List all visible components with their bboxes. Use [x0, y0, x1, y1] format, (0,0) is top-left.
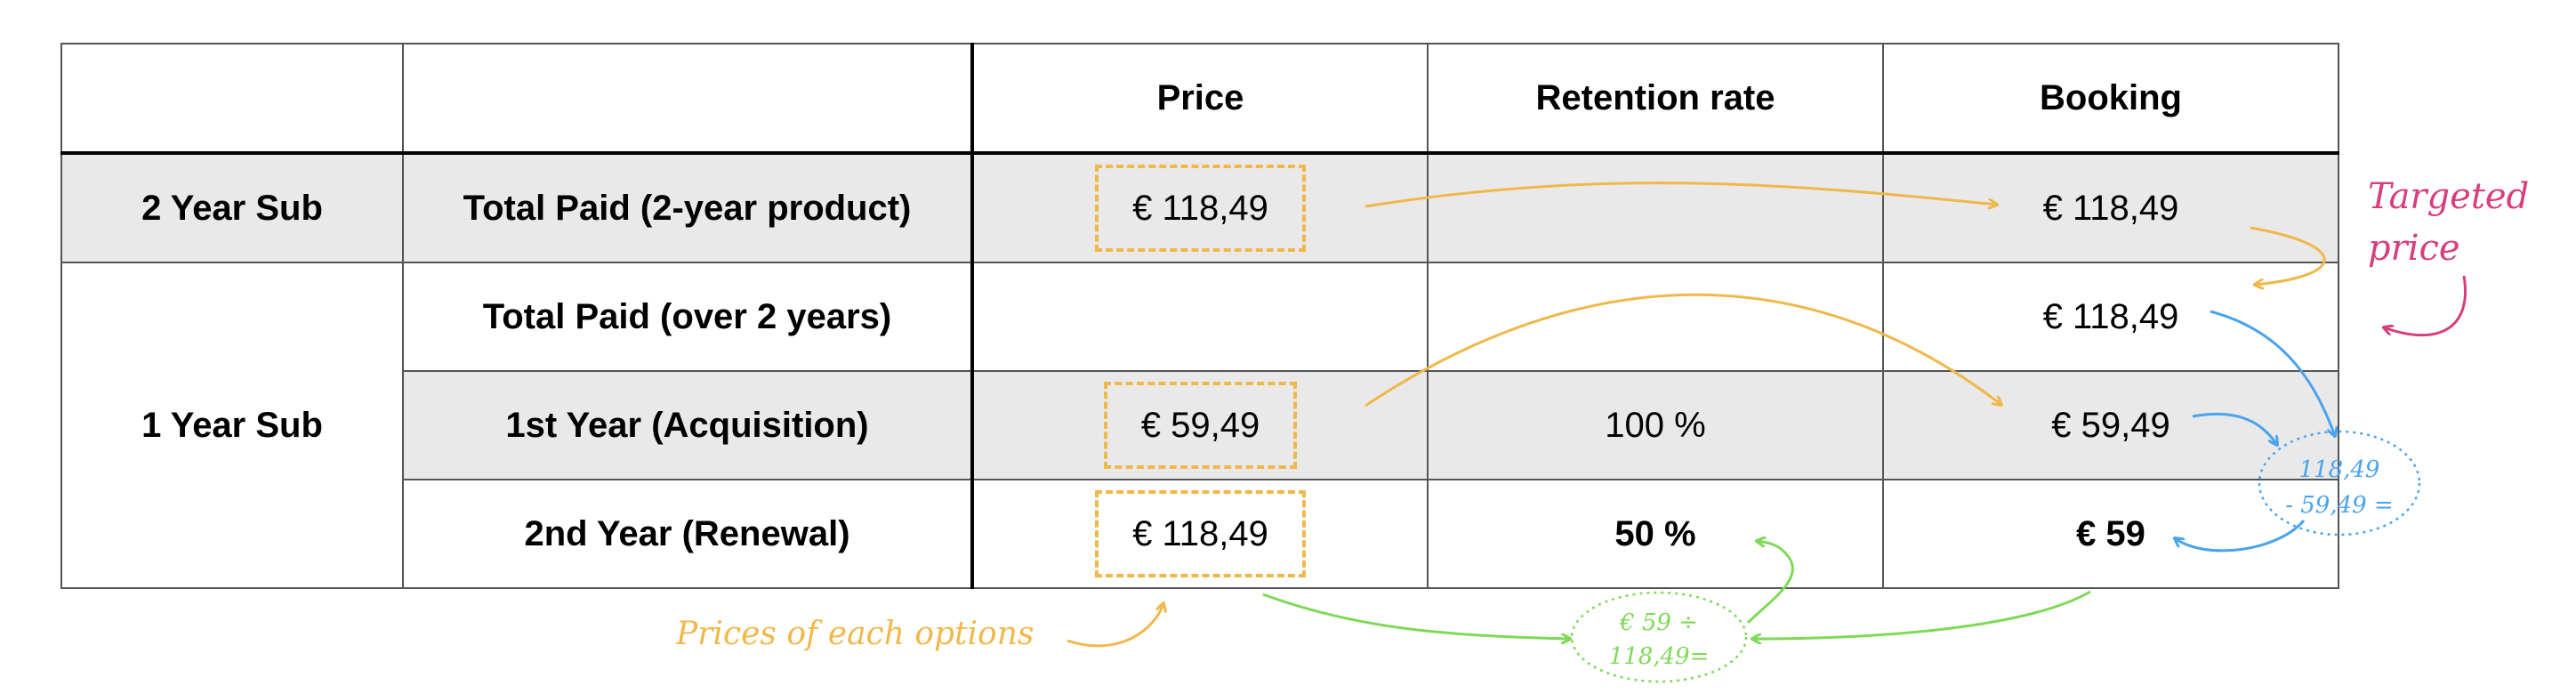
arrow-targeted-price [2384, 275, 2467, 337]
targeted-price-label-line2: price [2368, 228, 2460, 269]
division-label-line2: 118,49= [1609, 643, 1710, 670]
row-label: 1st Year (Acquisition) [402, 370, 973, 480]
price-cell: € 118,49 [970, 479, 1429, 589]
price-cell: € 118,49 [970, 151, 1429, 263]
booking-cell: € 59 [1882, 479, 2339, 589]
booking-cell: € 118,49 [1882, 262, 2339, 372]
division-ellipse [1570, 591, 1748, 683]
booking-cell: € 118,49 [1882, 151, 2339, 263]
header-row: Price Retention rate Booking [60, 43, 2339, 154]
group-label-1-year-sub: 1 Year Sub [60, 262, 404, 589]
price-value-box: € 118,49 [1095, 490, 1306, 577]
table-row: 1 Year Sub Total Paid (over 2 years) € 1… [60, 262, 2339, 589]
header-blank-2 [402, 43, 973, 154]
retention-cell: 100 % [1427, 370, 1884, 480]
pricing-table: Price Retention rate Booking 2 Year Sub … [60, 43, 2339, 589]
retention-cell [1427, 262, 1884, 372]
header-blank-1 [60, 43, 404, 154]
header-booking: Booking [1882, 43, 2339, 154]
retention-cell: 50 % [1427, 479, 1884, 589]
price-value-box: € 59,49 [1103, 382, 1298, 469]
row-label: Total Paid (2-year product) [402, 151, 973, 263]
retention-cell [1427, 151, 1884, 263]
price-cell [970, 262, 1429, 372]
row-label: Total Paid (over 2 years) [402, 262, 973, 372]
header-retention-rate: Retention rate [1427, 43, 1884, 154]
table-row: 2 Year Sub Total Paid (2-year product) €… [60, 151, 2339, 263]
price-cell: € 59,49 [970, 370, 1429, 480]
price-value-box: € 118,49 [1095, 165, 1306, 252]
prices-of-options-label: Prices of each options [675, 616, 1034, 652]
targeted-price-label-line1: Targeted [2368, 176, 2529, 217]
arrow-booking-to-division [1752, 590, 2091, 639]
table-row: 1st Year (Acquisition) € 59,49 100 % € 5… [61, 370, 2339, 480]
arrow-price-to-division [1262, 593, 1570, 639]
arrow-prices-label [1067, 603, 1163, 648]
table-row: 2nd Year (Renewal) € 118,49 50 % € 59 [61, 479, 2339, 589]
row-label: 2nd Year (Renewal) [402, 479, 973, 589]
division-label-line1: € 59 ÷ [1619, 609, 1698, 636]
booking-cell: € 59,49 [1882, 370, 2339, 480]
header-price: Price [970, 43, 1429, 154]
group-label-2-year-sub: 2 Year Sub [60, 151, 404, 263]
